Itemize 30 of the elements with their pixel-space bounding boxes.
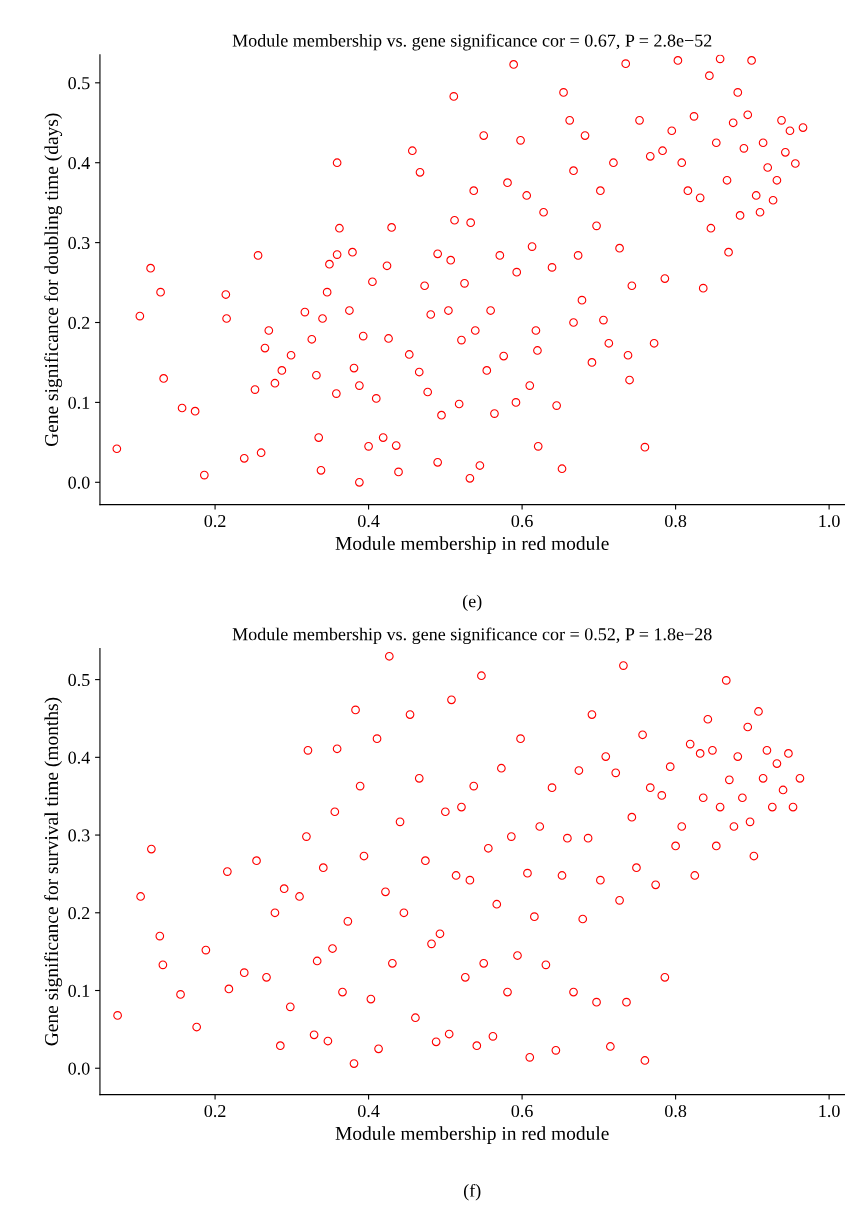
- x-tick-label: 0.2: [204, 514, 226, 528]
- chart-title: Module membership vs. gene significance cor = 0.52, P = 1.8e−28: [232, 627, 712, 645]
- y-tick-label: 0.1: [68, 396, 90, 409]
- y-tick-label: 0.0: [68, 476, 90, 489]
- y-tick-label: 0.5: [68, 673, 90, 687]
- y-tick-label: 0.2: [68, 316, 90, 330]
- y-tick-label: 0.5: [68, 77, 90, 90]
- x-tick-label: 0.2: [204, 1104, 226, 1118]
- x-axis-title: Module membership in red module: [335, 536, 609, 554]
- x-tick-label: 0.4: [357, 1104, 380, 1118]
- text: (e): [462, 594, 482, 611]
- x-tick-label: 0.6: [511, 514, 533, 528]
- x-tick-label: 0.8: [665, 514, 687, 528]
- y-tick-label: 0.4: [68, 751, 90, 764]
- y-tick-label: 0.0: [68, 1062, 90, 1075]
- y-tick-label: 0.2: [68, 907, 90, 920]
- text: (f): [463, 1183, 481, 1201]
- chart-title: Module membership vs. gene significance cor = 0.67, P = 2.8e−52: [232, 33, 712, 51]
- y-tick-label: 0.4: [68, 156, 90, 170]
- y-tick-label: 0.1: [68, 984, 90, 998]
- x-tick-label: 1.0: [819, 1104, 840, 1118]
- x-tick-label: 0.4: [357, 514, 380, 528]
- y-axis-title: Gene significance for doubling time (days): [44, 113, 63, 447]
- x-tick-label: 0.6: [511, 1104, 533, 1118]
- y-tick-label: 0.3: [68, 236, 90, 250]
- y-axis-title: Gene significance for survival time (months): [44, 697, 63, 1046]
- x-axis-title: Module membership in red module: [335, 1126, 609, 1144]
- x-tick-label: 0.8: [665, 1104, 687, 1118]
- y-tick-label: 0.3: [68, 829, 90, 842]
- x-tick-label: 1.0: [819, 514, 840, 528]
